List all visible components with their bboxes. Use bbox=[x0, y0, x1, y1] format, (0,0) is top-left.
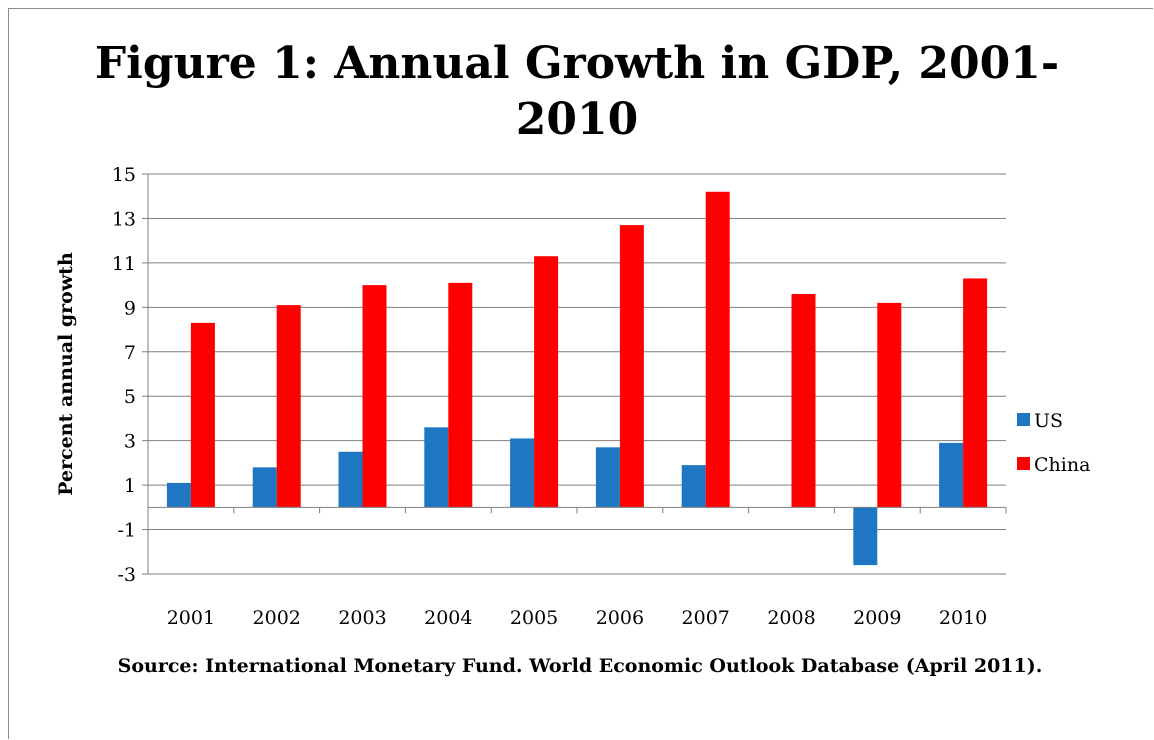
x-tick-label: 2010 bbox=[939, 607, 987, 629]
y-tick-label: -3 bbox=[117, 564, 136, 586]
bar-us-2010 bbox=[939, 442, 964, 508]
bar-us-2001 bbox=[166, 482, 191, 508]
y-tick-label: 9 bbox=[124, 297, 136, 319]
legend-label-us: US bbox=[1034, 410, 1063, 432]
x-tick-label: 2007 bbox=[682, 607, 730, 629]
bar-us-2005 bbox=[510, 438, 535, 508]
bar-us-2003 bbox=[338, 451, 363, 508]
y-tick-label: 5 bbox=[124, 386, 136, 408]
x-tick-label: 2004 bbox=[424, 607, 472, 629]
bar-china-2002 bbox=[276, 305, 301, 508]
legend-label-china: China bbox=[1034, 454, 1090, 476]
bar-china-2004 bbox=[448, 282, 473, 508]
bar-china-2010 bbox=[963, 278, 988, 508]
y-tick-label: -1 bbox=[117, 520, 136, 542]
bar-china-2001 bbox=[190, 322, 215, 508]
y-axis-label: Percent annual growth bbox=[55, 252, 77, 496]
x-tick-label: 2006 bbox=[596, 607, 644, 629]
chart-title: Figure 1: Annual Growth in GDP, 2001-201… bbox=[94, 38, 1060, 145]
bar-us-2009 bbox=[853, 507, 878, 566]
bar-us-2004 bbox=[424, 427, 449, 508]
bar-us-2002 bbox=[252, 467, 277, 508]
bar-china-2006 bbox=[619, 225, 644, 508]
source-note: Source: International Monetary Fund. Wor… bbox=[117, 655, 1043, 677]
x-tick-label: 2009 bbox=[853, 607, 901, 629]
bar-china-2008 bbox=[791, 294, 816, 508]
y-tick-label: 11 bbox=[112, 253, 136, 275]
bar-china-2007 bbox=[705, 191, 730, 508]
x-tick-label: 2008 bbox=[767, 607, 815, 629]
x-tick-label: 2001 bbox=[167, 607, 215, 629]
x-tick-label: 2002 bbox=[253, 607, 301, 629]
y-tick-label: 13 bbox=[112, 208, 136, 230]
legend-swatch-china bbox=[1017, 457, 1030, 470]
bar-us-2006 bbox=[595, 447, 620, 508]
bar-us-2007 bbox=[681, 465, 706, 508]
y-tick-label: 15 bbox=[112, 164, 136, 186]
y-tick-label: 7 bbox=[124, 342, 136, 364]
x-tick-label: 2003 bbox=[338, 607, 386, 629]
bar-china-2005 bbox=[534, 256, 559, 508]
y-tick-label: 3 bbox=[124, 431, 136, 453]
bar-china-2009 bbox=[877, 302, 902, 508]
x-tick-label: 2005 bbox=[510, 607, 558, 629]
y-tick-label: 1 bbox=[124, 475, 136, 497]
legend-swatch-us bbox=[1017, 413, 1030, 426]
bar-china-2003 bbox=[362, 285, 387, 508]
